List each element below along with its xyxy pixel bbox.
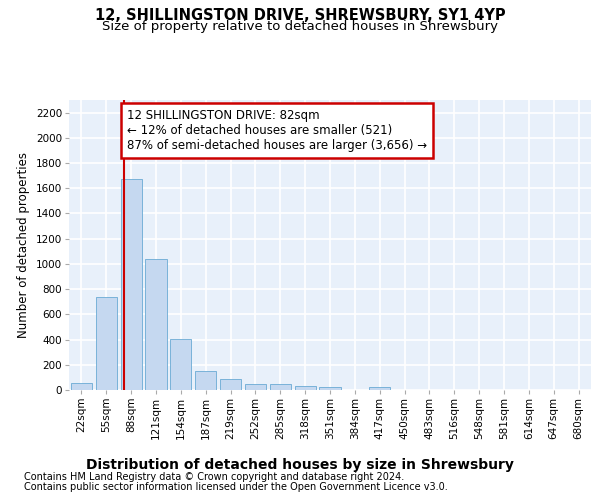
- Bar: [369, 388, 390, 390]
- Bar: [121, 180, 142, 390]
- Y-axis label: Number of detached properties: Number of detached properties: [17, 152, 30, 338]
- Text: 12 SHILLINGSTON DRIVE: 82sqm
← 12% of detached houses are smaller (521)
87% of s: 12 SHILLINGSTON DRIVE: 82sqm ← 12% of de…: [127, 109, 427, 152]
- Text: 12, SHILLINGSTON DRIVE, SHREWSBURY, SY1 4YP: 12, SHILLINGSTON DRIVE, SHREWSBURY, SY1 …: [95, 8, 505, 22]
- Bar: [245, 384, 266, 390]
- Bar: [295, 386, 316, 390]
- Bar: [220, 380, 241, 390]
- Bar: [96, 296, 117, 390]
- Bar: [195, 371, 216, 390]
- Text: Size of property relative to detached houses in Shrewsbury: Size of property relative to detached ho…: [102, 20, 498, 33]
- Bar: [170, 339, 191, 390]
- Bar: [145, 259, 167, 390]
- Text: Contains HM Land Registry data © Crown copyright and database right 2024.: Contains HM Land Registry data © Crown c…: [24, 472, 404, 482]
- Bar: [319, 387, 341, 390]
- Text: Distribution of detached houses by size in Shrewsbury: Distribution of detached houses by size …: [86, 458, 514, 471]
- Bar: [270, 384, 291, 390]
- Text: Contains public sector information licensed under the Open Government Licence v3: Contains public sector information licen…: [24, 482, 448, 492]
- Bar: [71, 383, 92, 390]
